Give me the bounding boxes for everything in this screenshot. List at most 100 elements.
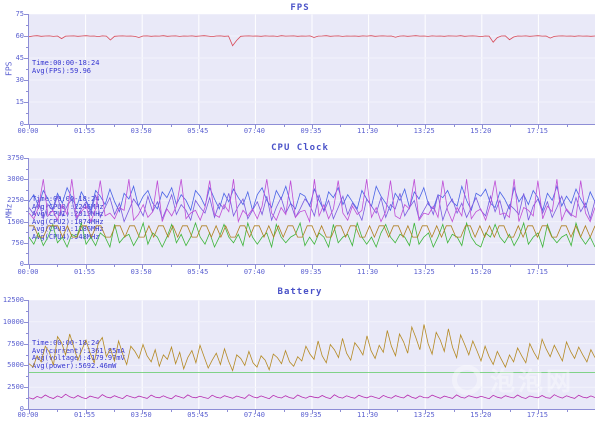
y-tick-mark (24, 102, 28, 103)
x-tick-label: 09:35 (300, 127, 322, 135)
x-minor-tick-mark (453, 125, 455, 127)
annotation-line: Time:00:00-18:24 (32, 195, 100, 203)
y-minor-tick-mark (26, 47, 28, 48)
y-tick-label: 750 (11, 238, 24, 247)
x-tick-label: 01:55 (74, 268, 96, 276)
x-tick-label: 15:20 (470, 268, 492, 276)
y-minor-tick-mark (26, 354, 28, 356)
x-tick-mark (368, 410, 370, 414)
x-tick-mark (538, 410, 540, 414)
x-minor-tick-mark (340, 265, 342, 267)
x-tick-mark (481, 410, 483, 414)
x-tick-label: 11:30 (357, 268, 379, 276)
annotation-line: Avg(CPU2):1874MHz (32, 217, 104, 226)
x-minor-tick-mark (566, 125, 568, 127)
x-tick-label: 17:15 (526, 268, 548, 276)
x-tick-mark (198, 410, 200, 414)
x-minor-tick-mark (510, 410, 512, 412)
series-battery-current (29, 393, 595, 400)
plot-area-battery: Time:00:00-18:24 Avg(current):1361.85mA Av… (24, 300, 595, 414)
x-tick-mark (142, 125, 144, 129)
x-tick-mark (481, 265, 483, 269)
y-tick-mark (24, 80, 28, 81)
y-minor-tick-mark (26, 25, 28, 26)
x-tick-label: 01:55 (74, 411, 96, 419)
x-tick-mark (312, 265, 313, 269)
annotation-line: Time:00:00-18:24 (32, 59, 100, 67)
x-tick-label: 07:40 (243, 127, 265, 135)
x-tick-mark (142, 410, 144, 414)
x-tick-label: 17:15 (526, 411, 548, 419)
chart-fps: FPS FPS 0 15 30 45 60 75 Time:00:00-18:24 Avg(… (0, 0, 600, 140)
y-minor-tick-mark (26, 91, 28, 92)
y-tick-mark (24, 365, 28, 367)
x-tick-label: 07:40 (243, 411, 265, 419)
x-minor-tick-mark (510, 125, 512, 127)
x-minor-tick-mark (227, 265, 229, 267)
x-tick-label: 05:45 (187, 127, 209, 135)
chart-title-battery: Battery (277, 287, 323, 297)
x-tick-mark (198, 265, 200, 269)
x-minor-tick-mark (170, 265, 172, 267)
annotation-line: Avg(power):5692.46mW (32, 361, 117, 370)
y-minor-tick-mark (26, 310, 28, 312)
x-tick-label: 00:00 (17, 127, 39, 135)
x-tick-mark (255, 410, 257, 414)
x-tick-label: 00:00 (17, 411, 39, 419)
x-minor-tick-mark (57, 125, 59, 127)
series-cpu-core-violet (29, 193, 595, 223)
y-tick-label: 15 (15, 98, 24, 106)
y-tick-label: 12500 (2, 296, 24, 304)
y-tick-label: 7500 (7, 339, 24, 348)
series-cpu-core-gold (29, 224, 595, 239)
annotation-line: Avg(CPU4):948MHz (32, 232, 100, 241)
x-minor-tick-mark (340, 410, 342, 412)
x-tick-label: 13:25 (413, 411, 435, 419)
y-tick-mark (24, 14, 28, 15)
x-tick-label: 11:30 (357, 411, 379, 419)
x-tick-label: 03:50 (130, 411, 152, 419)
y-tick-label: 1500 (7, 217, 24, 226)
annotation-line: Avg(CPU1):2015MHz (32, 210, 104, 218)
stats-annotation-fps: Time:00:00-18:24 Avg(FPS):59.96 (32, 59, 100, 75)
y-minor-tick-mark (26, 113, 28, 114)
y-minor-tick-mark (26, 211, 28, 212)
y-tick-label: 0 (19, 260, 24, 268)
x-tick-mark (29, 410, 30, 414)
y-tick-mark (24, 242, 28, 244)
annotation-line: Avg(FPS):59.96 (32, 66, 92, 75)
x-tick-label: 07:40 (243, 268, 265, 276)
x-tick-mark (368, 125, 370, 129)
chart-title-cpu: CPU Clock (271, 143, 329, 153)
x-tick-mark (481, 125, 483, 129)
x-tick-mark (29, 125, 30, 129)
y-tick-label: 45 (15, 54, 24, 62)
plot-area-cpu: Time:00:00-18:24 Avg(CPU0):2246MHz Avg(CPU… (24, 158, 595, 269)
x-minor-tick-mark (227, 125, 229, 127)
x-tick-label: 13:25 (413, 127, 435, 135)
x-tick-mark (85, 265, 87, 269)
x-tick-label: 15:20 (470, 127, 492, 135)
x-minor-tick-mark (396, 265, 398, 267)
y-tick-labels-cpu: 0 750 1500 2250 3000 3750 (0, 154, 26, 268)
x-tick-mark (142, 265, 144, 269)
y-minor-tick-mark (26, 69, 28, 70)
y-tick-labels-battery: 0 2500 5000 7500 10000 12500 (0, 296, 26, 413)
y-tick-labels-fps: 0 15 30 45 60 75 (0, 10, 26, 128)
y-tick-label: 2500 (7, 383, 24, 392)
x-tick-mark (198, 125, 200, 129)
x-tick-label: 15:20 (470, 411, 492, 419)
y-tick-mark (24, 264, 28, 265)
y-tick-label: 30 (15, 76, 24, 84)
chart-battery: Battery 0 2500 5000 7500 10000 12500 Time:00:… (0, 286, 600, 433)
y-tick-label: 0 (19, 120, 24, 128)
y-tick-label: 0 (19, 405, 24, 413)
x-minor-tick-mark (170, 125, 172, 127)
plot-area-fps: Time:00:00-18:24 Avg(FPS):59.96 (24, 14, 595, 129)
x-tick-mark (255, 125, 257, 129)
x-minor-tick-mark (510, 265, 512, 267)
x-tick-labels-battery: 00:00 01:55 03:50 05:45 07:40 09:35 11:30 13:25… (17, 411, 594, 421)
y-tick-label: 10000 (2, 317, 24, 326)
y-tick-label: 3000 (7, 175, 24, 184)
